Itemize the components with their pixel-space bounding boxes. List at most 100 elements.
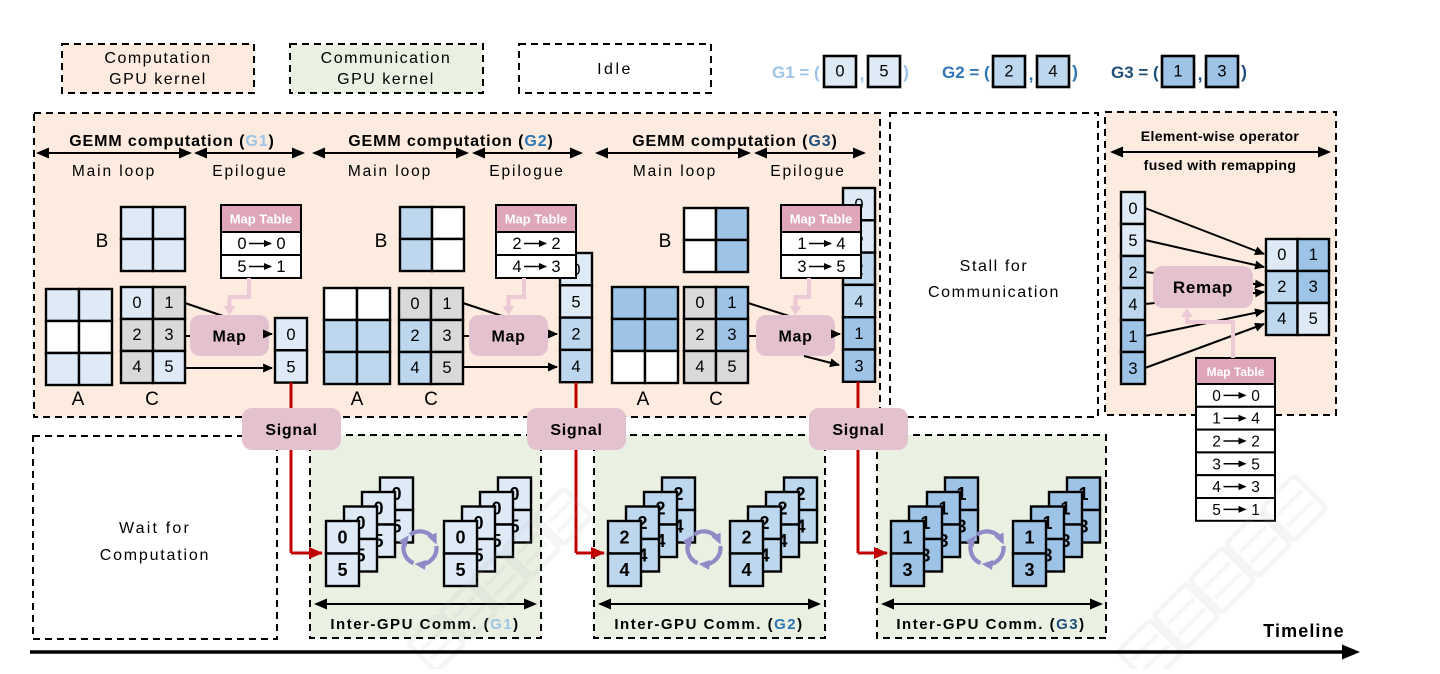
- svg-text:Timeline: Timeline: [1263, 621, 1345, 641]
- svg-text:Idle: Idle: [597, 61, 633, 78]
- svg-text:0: 0: [237, 235, 246, 253]
- svg-text:1: 1: [164, 294, 173, 312]
- svg-text:5: 5: [237, 258, 246, 276]
- svg-text:0: 0: [1128, 200, 1137, 218]
- svg-text:3: 3: [1212, 456, 1221, 473]
- svg-text:4: 4: [410, 359, 419, 377]
- svg-text:3: 3: [1042, 546, 1052, 566]
- svg-text:1: 1: [1060, 499, 1070, 519]
- svg-text:B: B: [96, 231, 109, 252]
- svg-text:4: 4: [777, 531, 787, 551]
- svg-text:4: 4: [1251, 411, 1260, 428]
- svg-text:Main loop: Main loop: [72, 163, 156, 180]
- svg-text:2: 2: [619, 528, 629, 548]
- svg-text:3: 3: [920, 546, 930, 566]
- svg-text:2: 2: [759, 513, 769, 533]
- svg-text:3: 3: [551, 258, 560, 276]
- svg-text:4: 4: [619, 560, 629, 580]
- svg-text:3: 3: [1128, 360, 1137, 378]
- svg-text:2: 2: [512, 235, 521, 253]
- svg-text:Remap: Remap: [1173, 278, 1233, 297]
- svg-text:4: 4: [759, 546, 769, 566]
- svg-text:5: 5: [391, 517, 401, 537]
- svg-text:G3 = (: G3 = (: [1111, 63, 1159, 82]
- svg-text:3: 3: [1251, 479, 1260, 496]
- svg-text:5: 5: [1309, 310, 1318, 328]
- svg-text:3: 3: [727, 326, 736, 344]
- svg-text:GPU kernel: GPU kernel: [337, 71, 435, 88]
- svg-text:4: 4: [741, 560, 751, 580]
- svg-text:4: 4: [637, 546, 647, 566]
- svg-text:2: 2: [551, 235, 560, 253]
- svg-text:Epilogue: Epilogue: [212, 163, 288, 180]
- svg-text:Computation: Computation: [104, 50, 211, 67]
- svg-text:C: C: [145, 389, 159, 410]
- svg-text:0: 0: [337, 528, 347, 548]
- svg-text:1: 1: [442, 295, 451, 313]
- svg-text:Inter-GPU Comm. (G1): Inter-GPU Comm. (G1): [330, 616, 519, 633]
- svg-text:0: 0: [286, 326, 295, 344]
- svg-text:2: 2: [741, 528, 751, 548]
- svg-text:GEMM computation (G3): GEMM computation (G3): [632, 133, 838, 150]
- svg-text:2: 2: [1251, 434, 1260, 451]
- svg-text:1: 1: [1173, 63, 1182, 81]
- svg-text:3: 3: [938, 531, 948, 551]
- svg-text:3: 3: [1309, 278, 1318, 296]
- svg-text:1: 1: [727, 294, 736, 312]
- svg-text:GEMM computation (G2): GEMM computation (G2): [348, 133, 554, 150]
- svg-text:0: 0: [695, 294, 704, 312]
- svg-text:1: 1: [1042, 513, 1052, 533]
- svg-text:1: 1: [1251, 502, 1260, 519]
- svg-text:A: A: [72, 389, 85, 410]
- svg-text:4: 4: [512, 258, 521, 276]
- svg-text:Main loop: Main loop: [348, 163, 432, 180]
- svg-text:): ): [1072, 62, 1078, 82]
- svg-text:B: B: [659, 231, 672, 252]
- svg-text:3: 3: [1024, 560, 1034, 580]
- svg-text:A: A: [637, 389, 650, 410]
- svg-text:0: 0: [455, 528, 465, 548]
- svg-text:1: 1: [1128, 328, 1137, 346]
- svg-text:0: 0: [132, 294, 141, 312]
- svg-text:3: 3: [1060, 531, 1070, 551]
- svg-text:3: 3: [854, 358, 863, 376]
- svg-text:Communication: Communication: [321, 50, 452, 67]
- svg-text:2: 2: [1212, 434, 1221, 451]
- svg-text:Map Table: Map Table: [790, 212, 853, 227]
- svg-text:5: 5: [727, 358, 736, 376]
- svg-text:5: 5: [455, 560, 465, 580]
- svg-text:Stall for: Stall for: [960, 258, 1029, 275]
- svg-text:4: 4: [1212, 479, 1221, 496]
- svg-text:0: 0: [835, 63, 844, 81]
- svg-text:Map Table: Map Table: [1207, 365, 1265, 379]
- svg-text:2: 2: [1277, 278, 1286, 296]
- svg-text:Computation: Computation: [100, 547, 211, 564]
- svg-text:0: 0: [1251, 388, 1260, 405]
- svg-text:Map Table: Map Table: [230, 212, 293, 227]
- svg-text:2: 2: [571, 326, 580, 344]
- svg-text:4: 4: [1128, 296, 1137, 314]
- svg-text:Map: Map: [212, 329, 246, 346]
- svg-text:2: 2: [637, 513, 647, 533]
- svg-text:4: 4: [795, 517, 805, 537]
- svg-text:3: 3: [956, 517, 966, 537]
- svg-text:Signal: Signal: [265, 422, 317, 439]
- svg-text:3: 3: [164, 326, 173, 344]
- svg-text:1: 1: [1078, 484, 1088, 504]
- svg-text:3: 3: [442, 327, 451, 345]
- svg-text:A: A: [351, 389, 364, 410]
- svg-text:Map Table: Map Table: [505, 212, 568, 227]
- svg-text:3: 3: [902, 560, 912, 580]
- svg-text:2: 2: [655, 499, 665, 519]
- svg-text:4: 4: [836, 235, 845, 253]
- svg-text:5: 5: [473, 546, 483, 566]
- svg-text:4: 4: [673, 517, 683, 537]
- svg-text:5: 5: [571, 293, 580, 311]
- svg-text:5: 5: [836, 258, 845, 276]
- svg-text:5: 5: [491, 531, 501, 551]
- svg-text:0: 0: [276, 235, 285, 253]
- svg-text:1: 1: [1024, 528, 1034, 548]
- svg-text:,: ,: [860, 64, 865, 84]
- svg-text:1: 1: [956, 484, 966, 504]
- svg-text:Epilogue: Epilogue: [489, 163, 565, 180]
